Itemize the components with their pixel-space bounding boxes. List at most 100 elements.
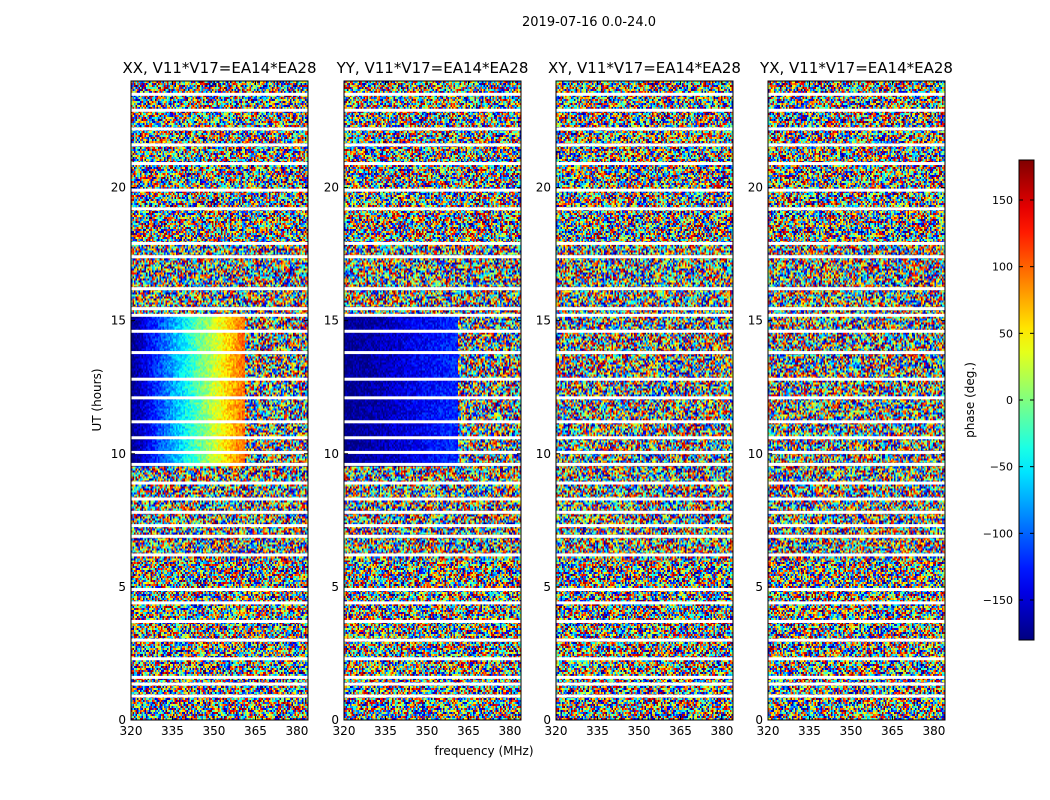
y-tick-label: 20	[324, 181, 339, 195]
flagged-band	[768, 601, 945, 605]
flagged-band	[131, 420, 308, 424]
flagged-band	[131, 307, 308, 311]
flagged-band	[131, 657, 308, 661]
flagged-band	[131, 694, 308, 698]
flagged-band	[131, 92, 308, 96]
y-tick-label: 10	[536, 447, 551, 461]
x-tick-label: 335	[586, 724, 609, 738]
flagged-band	[131, 553, 308, 557]
x-tick-label: 350	[840, 724, 863, 738]
y-tick-label: 5	[331, 580, 339, 594]
flagged-band	[131, 377, 308, 381]
flagged-band	[768, 450, 945, 454]
flagged-band	[556, 675, 733, 679]
y-tick-label: 15	[111, 314, 126, 328]
flagged-band	[344, 510, 521, 514]
flagged-band	[768, 207, 945, 211]
flagged-band	[768, 481, 945, 485]
flagged-band	[556, 510, 733, 514]
flagged-band	[131, 108, 308, 112]
colorbar-tick-label: −100	[983, 527, 1013, 540]
flagged-band	[556, 619, 733, 623]
x-tick-label: 380	[285, 724, 308, 738]
flagged-band	[556, 351, 733, 355]
flagged-band	[131, 329, 308, 333]
flagged-band	[556, 534, 733, 538]
flagged-band	[344, 588, 521, 592]
flagged-band	[131, 524, 308, 528]
panel-1: YY, V11*V17=EA14*EA28 320 335 350 365 380 0 5 10…	[324, 59, 529, 738]
colorbar-label: phase (deg.)	[963, 362, 977, 438]
flagged-band	[556, 601, 733, 605]
flagged-band	[768, 329, 945, 333]
flagged-band	[131, 450, 308, 454]
flagged-band	[768, 287, 945, 291]
flagged-band	[344, 462, 521, 466]
flagged-band	[344, 694, 521, 698]
flagged-band	[768, 638, 945, 642]
flagged-band	[768, 108, 945, 112]
flagged-band	[344, 534, 521, 538]
flagged-band	[768, 92, 945, 96]
y-tick-label: 0	[755, 713, 763, 727]
y-tick-label: 10	[748, 447, 763, 461]
x-tick-label: 350	[203, 724, 226, 738]
x-tick-label: 320	[545, 724, 568, 738]
flagged-band	[556, 313, 733, 317]
flagged-band	[131, 588, 308, 592]
flagged-band	[556, 462, 733, 466]
flagged-band	[344, 351, 521, 355]
y-tick-label: 15	[536, 314, 551, 328]
flagged-band	[344, 436, 521, 440]
flagged-band	[131, 510, 308, 514]
flagged-band	[344, 420, 521, 424]
flagged-band	[131, 351, 308, 355]
flagged-band	[556, 329, 733, 333]
y-tick-label: 5	[543, 580, 551, 594]
x-tick-label: 335	[161, 724, 184, 738]
flagged-band	[768, 657, 945, 661]
flagged-band	[344, 497, 521, 501]
x-tick-label: 380	[710, 724, 733, 738]
phase-heatmap-0	[131, 81, 308, 720]
figure-suptitle: 2019-07-16 0.0-24.0	[522, 15, 656, 30]
x-tick-label: 335	[374, 724, 397, 738]
panel-0: XX, V11*V17=EA14*EA28 320 335 350 365 380 0 5 10…	[111, 59, 317, 738]
flagged-band	[768, 377, 945, 381]
flagged-band	[768, 436, 945, 440]
flagged-band	[344, 638, 521, 642]
flagged-band	[344, 143, 521, 147]
flagged-band	[768, 351, 945, 355]
flagged-band	[131, 396, 308, 400]
flagged-band	[556, 307, 733, 311]
flagged-band	[131, 436, 308, 440]
x-tick-label: 320	[757, 724, 780, 738]
flagged-band	[556, 436, 733, 440]
colorbar-tick-label: 50	[999, 327, 1013, 340]
flagged-band	[556, 108, 733, 112]
x-tick-label: 365	[881, 724, 904, 738]
flagged-band	[344, 92, 521, 96]
flagged-band	[344, 657, 521, 661]
flagged-band	[556, 143, 733, 147]
colorbar-tick-label: 100	[992, 261, 1013, 274]
flagged-band	[131, 682, 308, 686]
x-tick-label: 320	[120, 724, 143, 738]
phase-heatmap-3	[768, 81, 945, 720]
y-tick-label: 15	[324, 314, 339, 328]
x-tick-label: 350	[416, 724, 439, 738]
flagged-band	[768, 255, 945, 259]
flagged-band	[768, 143, 945, 147]
flagged-band	[344, 127, 521, 131]
flagged-band	[768, 553, 945, 557]
panel-3: YX, V11*V17=EA14*EA28 320 335 350 365 380 0 5 10…	[748, 59, 953, 738]
panel-title-2: XY, V11*V17=EA14*EA28	[548, 59, 741, 77]
flagged-band	[131, 188, 308, 192]
flagged-band	[768, 588, 945, 592]
x-tick-label: 380	[922, 724, 945, 738]
flagged-band	[344, 241, 521, 245]
flagged-band	[131, 534, 308, 538]
flagged-band	[556, 524, 733, 528]
flagged-band	[768, 524, 945, 528]
flagged-band	[131, 143, 308, 147]
